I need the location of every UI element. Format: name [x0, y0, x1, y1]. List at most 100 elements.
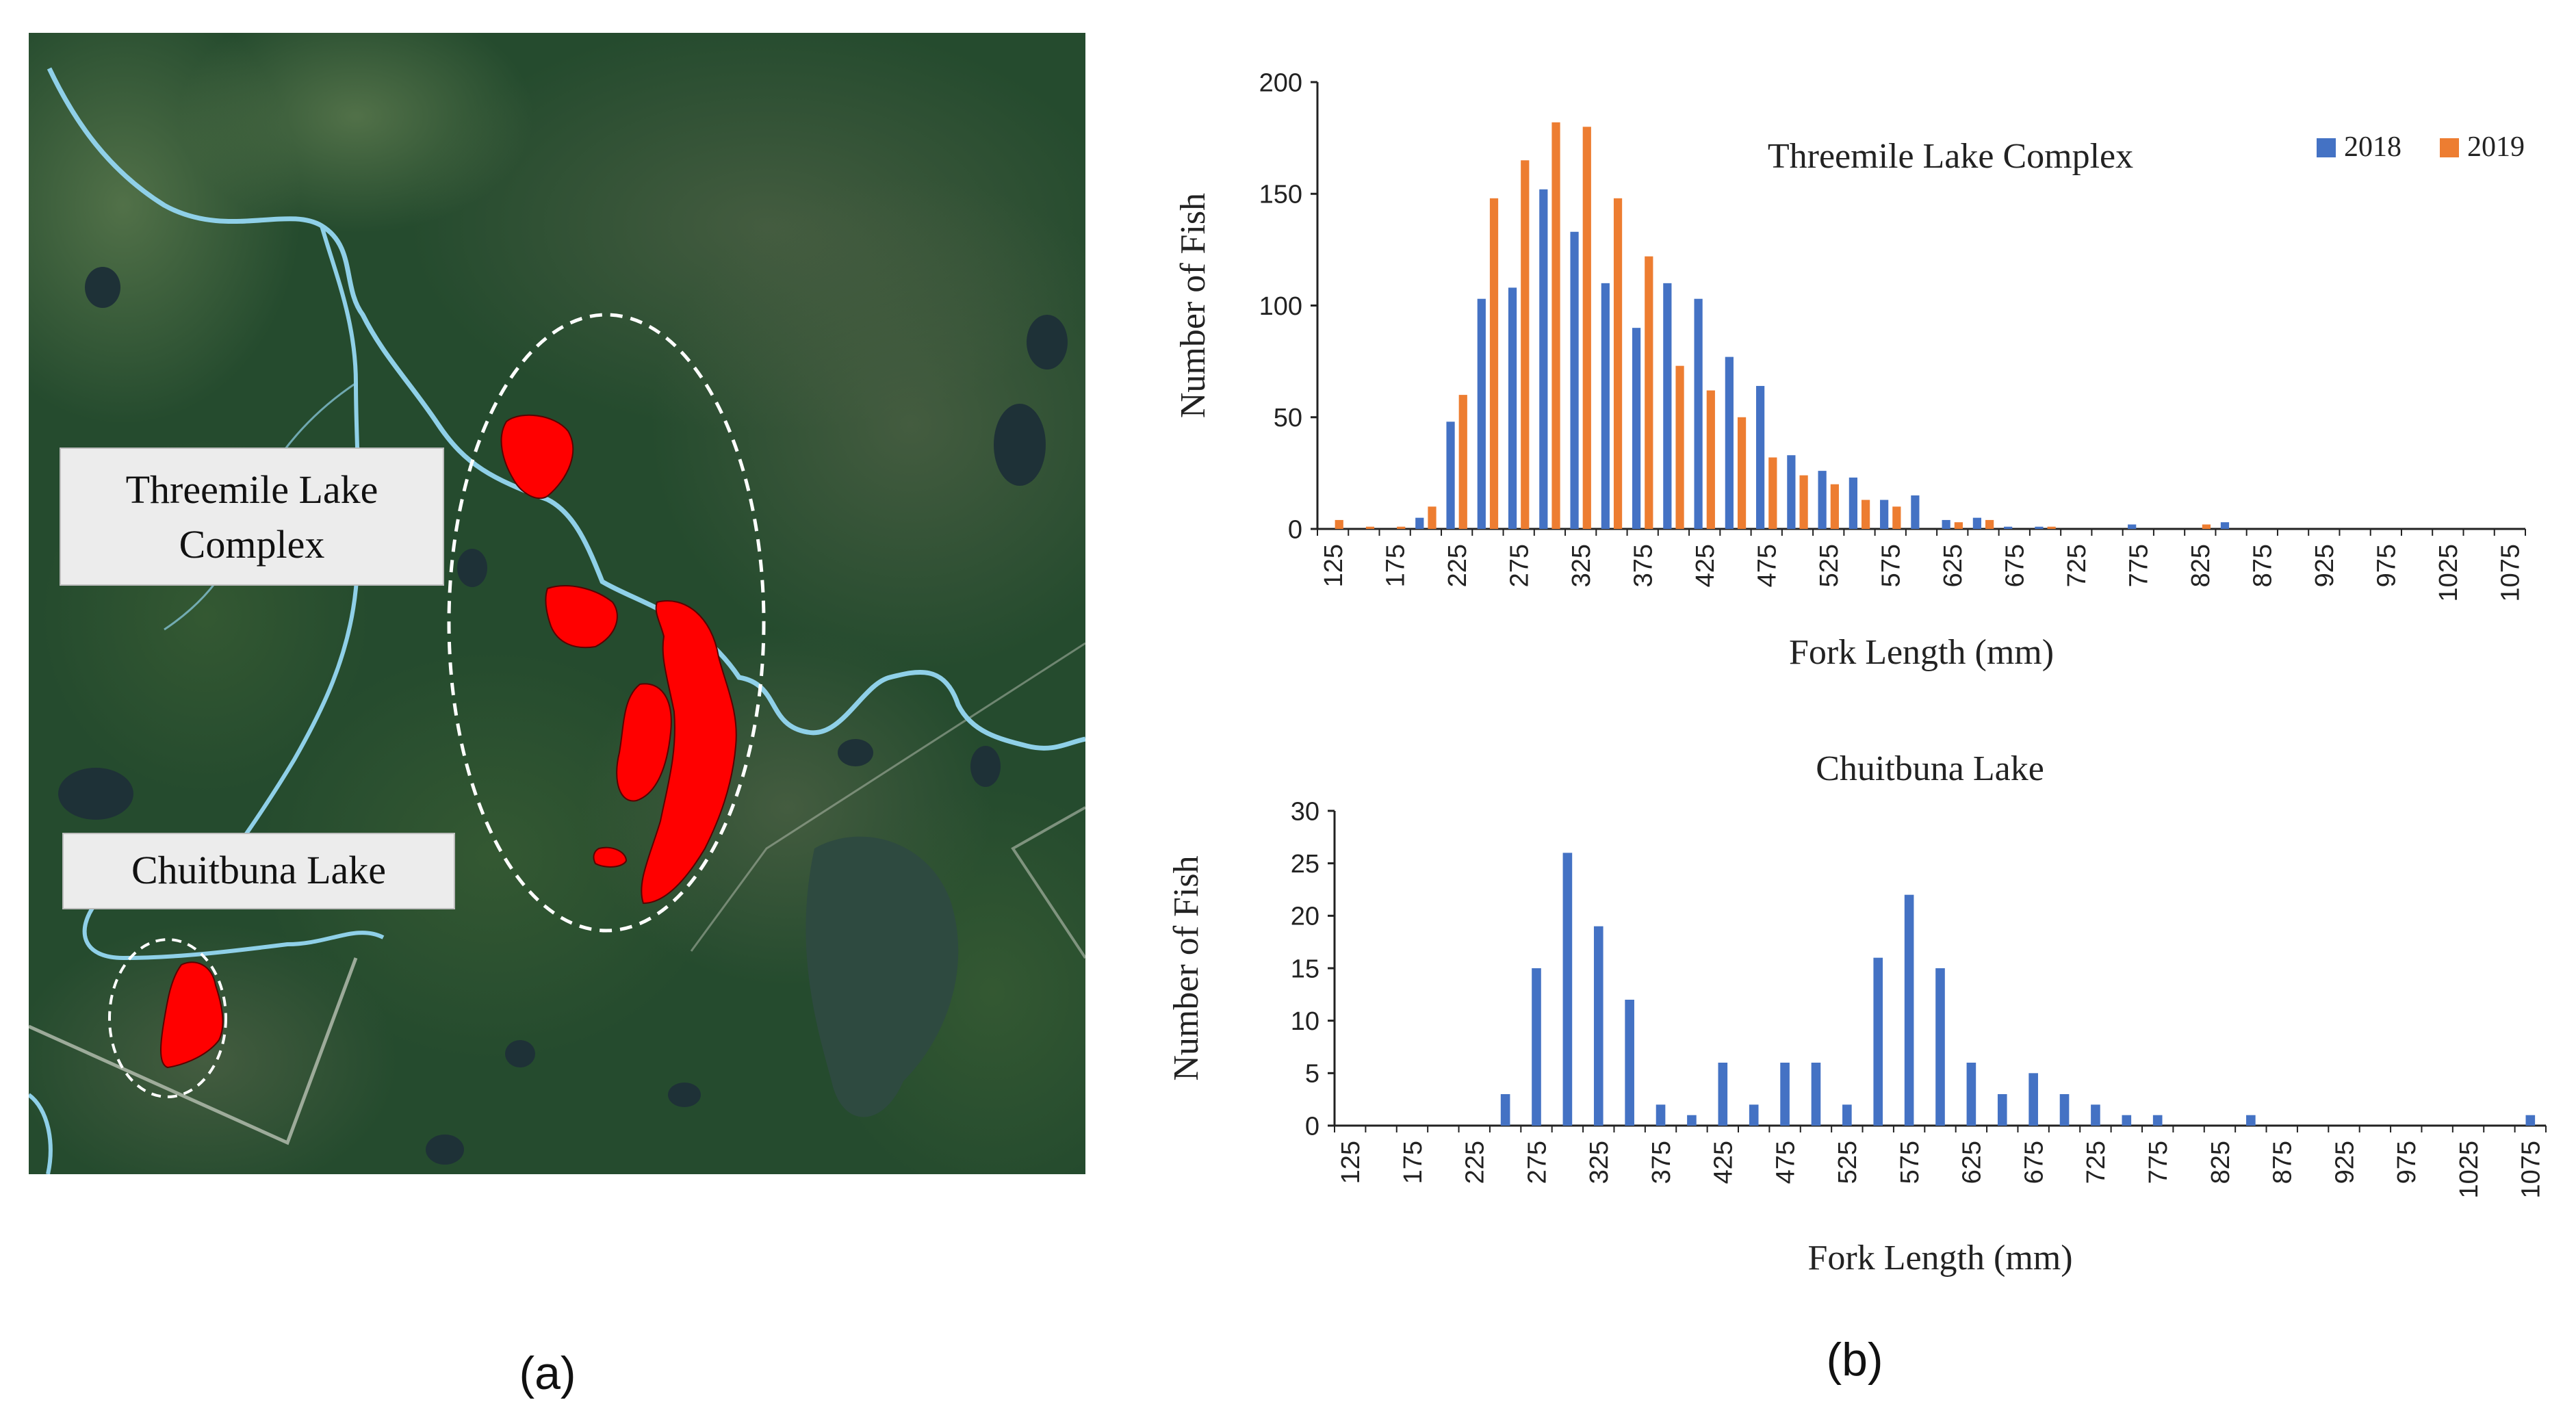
- x-tick-label: 175: [1381, 544, 1410, 587]
- bar: [1873, 957, 1883, 1126]
- dark-lake: [806, 836, 959, 1117]
- bar: [2004, 526, 2013, 529]
- lake-highlight: [593, 846, 628, 868]
- bar: [1397, 526, 1406, 529]
- bar: [1749, 1104, 1759, 1126]
- x-tick-label: 475: [1753, 544, 1782, 587]
- bar: [1935, 968, 1945, 1126]
- x-tick-label: 275: [1523, 1141, 1551, 1184]
- map-label-chuitbuna: Chuitbuna Lake: [62, 833, 455, 909]
- bar: [1532, 968, 1541, 1126]
- bar: [1500, 1094, 1510, 1126]
- y-tick-label: 5: [1305, 1060, 1319, 1089]
- x-tick-label: 125: [1319, 544, 1348, 587]
- y-axis-title: Number of Fish: [1167, 855, 1206, 1080]
- y-tick-label: 0: [1305, 1112, 1319, 1141]
- x-tick-label: 475: [1771, 1141, 1800, 1184]
- x-tick-label: 325: [1585, 1141, 1614, 1184]
- x-tick-label: 675: [2020, 1141, 2048, 1184]
- x-tick-label: 725: [2082, 1141, 2111, 1184]
- chart-title: Chuitbuna Lake: [1816, 749, 2044, 788]
- bar: [2035, 526, 2044, 529]
- bar: [1849, 477, 1857, 529]
- bar: [1645, 256, 1653, 529]
- x-axis-title: Fork Length (mm): [1789, 633, 2054, 672]
- bar: [2028, 1073, 2038, 1126]
- bar: [1985, 519, 1994, 529]
- bar: [1601, 283, 1610, 529]
- bar: [1842, 1104, 1852, 1126]
- bar: [2047, 526, 2056, 529]
- lake-highlight: [500, 414, 574, 500]
- x-tick-label: 425: [1691, 544, 1720, 587]
- x-tick-label: 575: [1877, 544, 1906, 587]
- bar: [1570, 231, 1579, 529]
- x-tick-label: 275: [1505, 544, 1534, 587]
- x-tick-label: 175: [1399, 1141, 1428, 1184]
- bar: [1446, 422, 1455, 529]
- bar: [1551, 122, 1560, 529]
- bar: [1768, 457, 1777, 529]
- x-tick-label: 375: [1647, 1141, 1676, 1184]
- bar: [1787, 455, 1796, 529]
- bar: [2091, 1104, 2100, 1126]
- bar: [1593, 926, 1603, 1126]
- bar: [1675, 365, 1684, 529]
- bar: [1911, 495, 1920, 529]
- lake-highlight: [545, 585, 618, 649]
- y-tick-label: 25: [1291, 850, 1319, 879]
- x-axis-title: Fork Length (mm): [1807, 1239, 2072, 1278]
- bar: [1694, 298, 1703, 529]
- bar: [1904, 894, 1914, 1126]
- x-tick-label: 575: [1896, 1141, 1924, 1184]
- bar: [2246, 1115, 2256, 1126]
- map-label-line: Complex: [179, 522, 325, 567]
- bar: [1725, 356, 1734, 529]
- x-tick-label: 225: [1461, 1141, 1490, 1184]
- bar: [1458, 395, 1467, 529]
- legend-label: 2018: [2344, 131, 2401, 163]
- bar: [1663, 283, 1672, 529]
- x-tick-label: 925: [2310, 544, 2339, 587]
- bar: [1335, 519, 1343, 529]
- x-tick-label: 725: [2063, 544, 2091, 587]
- bar: [2128, 524, 2137, 529]
- chart-title: Threemile Lake Complex: [1768, 137, 2133, 176]
- y-tick-label: 0: [1288, 515, 1302, 544]
- bar: [2152, 1115, 2163, 1126]
- chuitbuna-histogram: 0 5 10 15 20 25 30 125 175 225 275 325 375 425 475 525 5…: [1167, 749, 2547, 1278]
- bar: [1799, 475, 1808, 529]
- x-tick-label: 525: [1833, 1141, 1862, 1184]
- bar: [1613, 198, 1623, 529]
- bar: [1415, 517, 1424, 529]
- bar: [1880, 500, 1889, 529]
- x-tick-label: 775: [2144, 1141, 2173, 1184]
- bar: [1942, 519, 1950, 529]
- bar: [2122, 1115, 2132, 1126]
- y-tick-label: 150: [1259, 181, 1302, 209]
- bar: [1562, 853, 1573, 1126]
- x-tick-label: 375: [1629, 544, 1658, 587]
- x-tick-label: 1025: [2434, 544, 2463, 602]
- bar: [1582, 127, 1591, 530]
- threemile-histogram: 0 50 100 150 200 125 175 225 275 325 375 425 475 525 5…: [1174, 68, 2526, 672]
- x-tick-label: 625: [1939, 544, 1968, 587]
- bar: [1656, 1104, 1666, 1126]
- bar: [1966, 1063, 1976, 1126]
- bar: [1718, 1063, 1728, 1126]
- satellite-map: Threemile Lake Complex Chuitbuna Lake: [29, 33, 1085, 1174]
- legend-swatch: [2317, 138, 2336, 157]
- bar: [1972, 517, 1982, 529]
- bar: [1997, 1094, 2007, 1126]
- map-label-line: Threemile Lake: [126, 467, 378, 512]
- bar: [1780, 1063, 1790, 1126]
- bar: [1737, 417, 1747, 529]
- bar: [1755, 386, 1765, 529]
- y-tick-label: 20: [1291, 903, 1319, 931]
- lake-highlight: [160, 961, 224, 1069]
- bar: [1811, 1063, 1821, 1126]
- bar: [1954, 522, 1963, 529]
- x-tick-label: 675: [2001, 544, 2030, 587]
- bar: [1539, 189, 1548, 529]
